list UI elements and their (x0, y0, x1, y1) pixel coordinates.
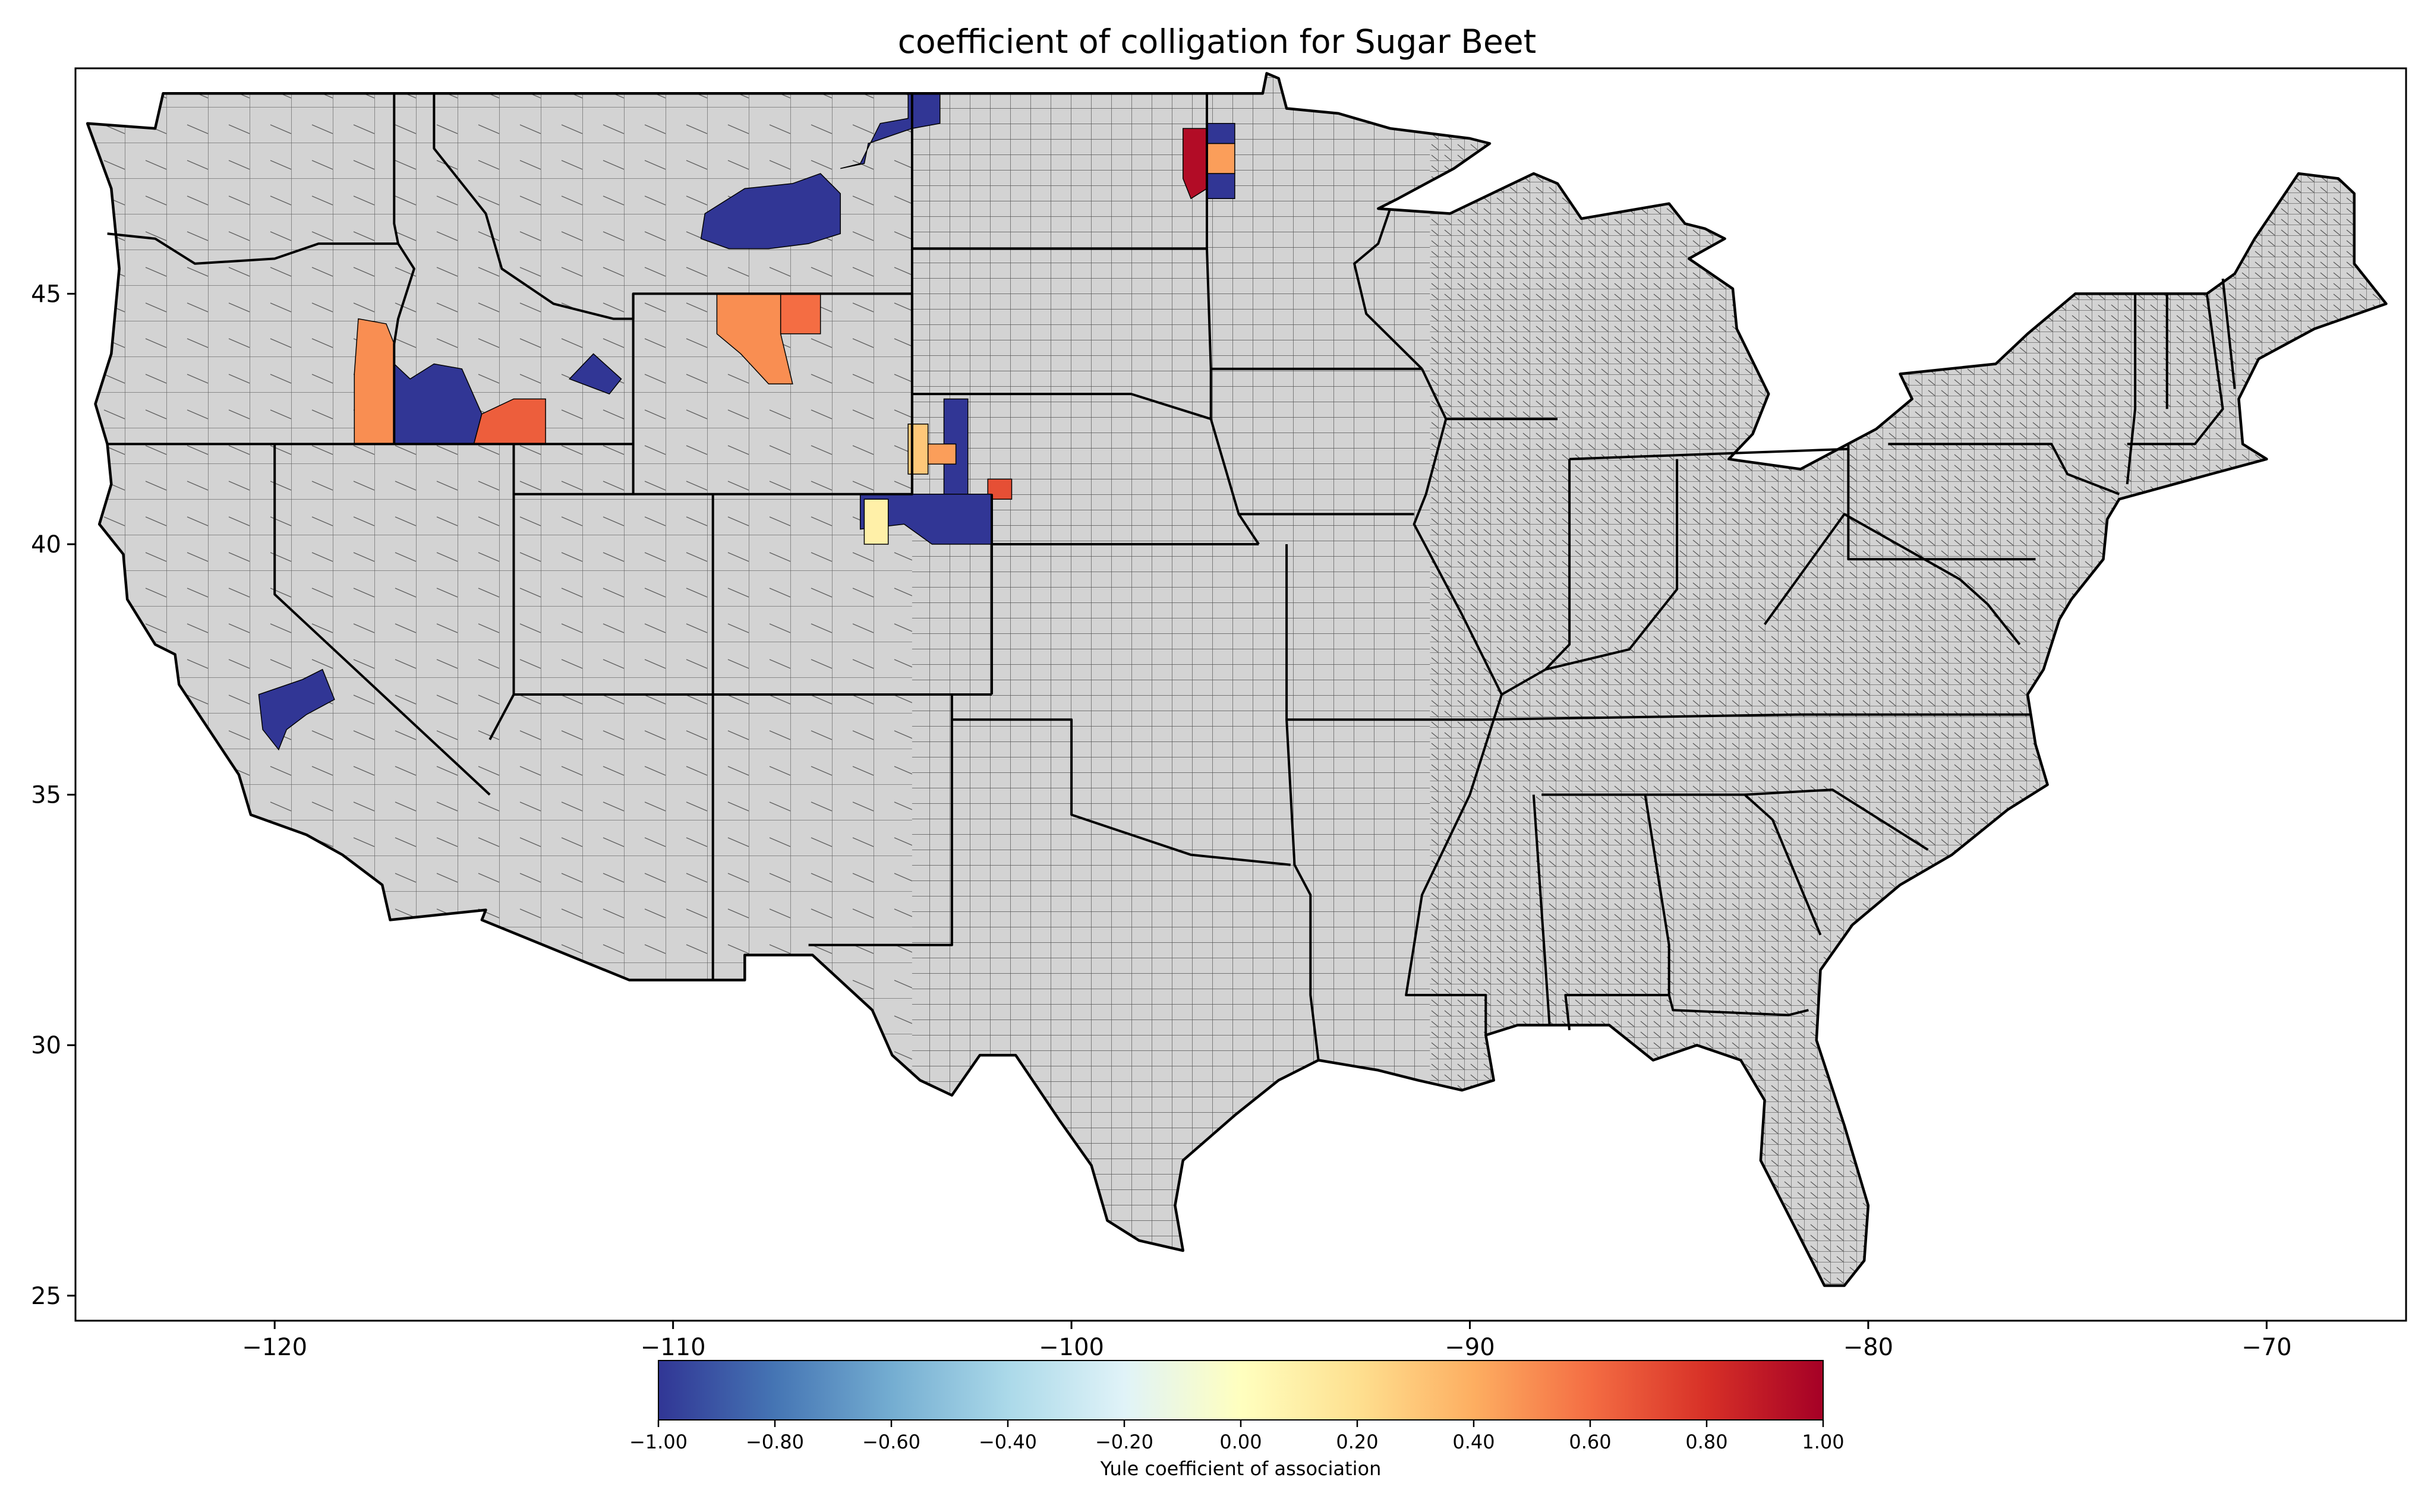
state-borders (86, 72, 2388, 1287)
region-red-river-valley-nd-mn-west- (1183, 128, 1207, 200)
colorbar-tick-label: −1.00 (629, 1431, 688, 1453)
state-border (1569, 447, 1849, 460)
colorbar-tick-label: 1.00 (1802, 1431, 1844, 1453)
region-north-central-montana (700, 173, 841, 250)
state-border (1667, 995, 1809, 1017)
state-border (1501, 459, 1571, 696)
colorbar-tick-label: 0.60 (1569, 1431, 1611, 1453)
x-tick-label: −70 (2241, 1334, 2291, 1361)
region-northern-colorado-larimer- (863, 498, 889, 545)
x-tick-label: −120 (242, 1334, 307, 1361)
state-border (1287, 713, 2032, 721)
state-border (273, 444, 491, 796)
x-axis-ticks: −120 −110 −100 −90 −80 −70 (242, 1321, 2292, 1361)
x-tick-label: −80 (1843, 1334, 1893, 1361)
state-border (1847, 444, 2036, 561)
colorbar-ticks: −1.00 −0.80 −0.60 −0.40 −0.20 0.00 0.20 0.40 0.6… (629, 1420, 1845, 1453)
state-border (1743, 794, 1822, 936)
state-border (393, 93, 415, 444)
y-tick-label: 40 (31, 531, 61, 558)
state-border (1763, 513, 2021, 645)
colorbar-tick-label: −0.20 (1095, 1431, 1153, 1453)
colorbar-tick-label: 0.40 (1452, 1431, 1495, 1453)
region-northern-wyoming-sheridan- (780, 293, 821, 334)
state-border (951, 718, 1291, 866)
chart-title: coefficient of colligation for Sugar Bee… (897, 23, 1537, 61)
x-tick-label: −90 (1445, 1334, 1495, 1361)
region-eastern-oregon-malheur- (354, 318, 395, 445)
state-border (912, 393, 1212, 421)
state-border (2126, 293, 2137, 485)
x-tick-label: −110 (641, 1334, 706, 1361)
state-border (1285, 544, 1320, 1060)
region-red-river-valley-mn-south- (1206, 173, 1235, 199)
state-border (2127, 293, 2224, 446)
y-tick-label: 25 (31, 1283, 61, 1310)
colorbar-gradient (658, 1360, 1824, 1421)
state-border (1541, 788, 1929, 851)
colorbar-tick-label: 0.20 (1336, 1431, 1378, 1453)
us-map (87, 73, 2386, 1286)
y-tick-label: 45 (31, 280, 61, 308)
state-border (2221, 278, 2236, 389)
colorbar-tick-label: −0.40 (979, 1431, 1037, 1453)
region-western-nebraska-keith- (987, 478, 1013, 500)
colorbar-tick-label: 0.00 (1219, 1431, 1262, 1453)
x-tick-label: −100 (1039, 1334, 1104, 1361)
colorbar-tick-label: −0.60 (862, 1431, 920, 1453)
region-central-california-fresno-kings- (258, 668, 335, 751)
colorbar-tick-label: 0.80 (1685, 1431, 1727, 1453)
state-border (1545, 459, 1679, 671)
region-red-river-valley-nd-north- (1206, 123, 1235, 144)
region-eastern-idaho (568, 353, 622, 394)
state-border (1209, 368, 1260, 545)
state-border (1353, 208, 1423, 370)
region-red-river-valley-mn-east- (1206, 143, 1235, 174)
plot-frame (74, 67, 2407, 1322)
colorbar: −1.00 −0.80 −0.60 −0.40 −0.20 0.00 0.20 0.40 0.6… (629, 1360, 1845, 1480)
y-tick-label: 35 (31, 782, 61, 809)
y-tick-label: 30 (31, 1032, 61, 1059)
region-nebraska-panhandle-morrill- (927, 443, 957, 465)
colorbar-label: Yule coefficient of association (1100, 1457, 1382, 1480)
state-border (808, 695, 953, 946)
choropleth-regions (258, 93, 1235, 751)
y-axis-ticks: 25 30 35 40 45 (31, 280, 75, 1310)
state-border (1888, 443, 2120, 495)
state-border (107, 232, 398, 265)
us-coastline (86, 72, 2388, 1287)
county-boundaries (87, 73, 2386, 1286)
colorbar-tick-label: −0.80 (746, 1431, 804, 1453)
state-border (1532, 794, 1551, 1025)
state-border (1206, 93, 1422, 370)
